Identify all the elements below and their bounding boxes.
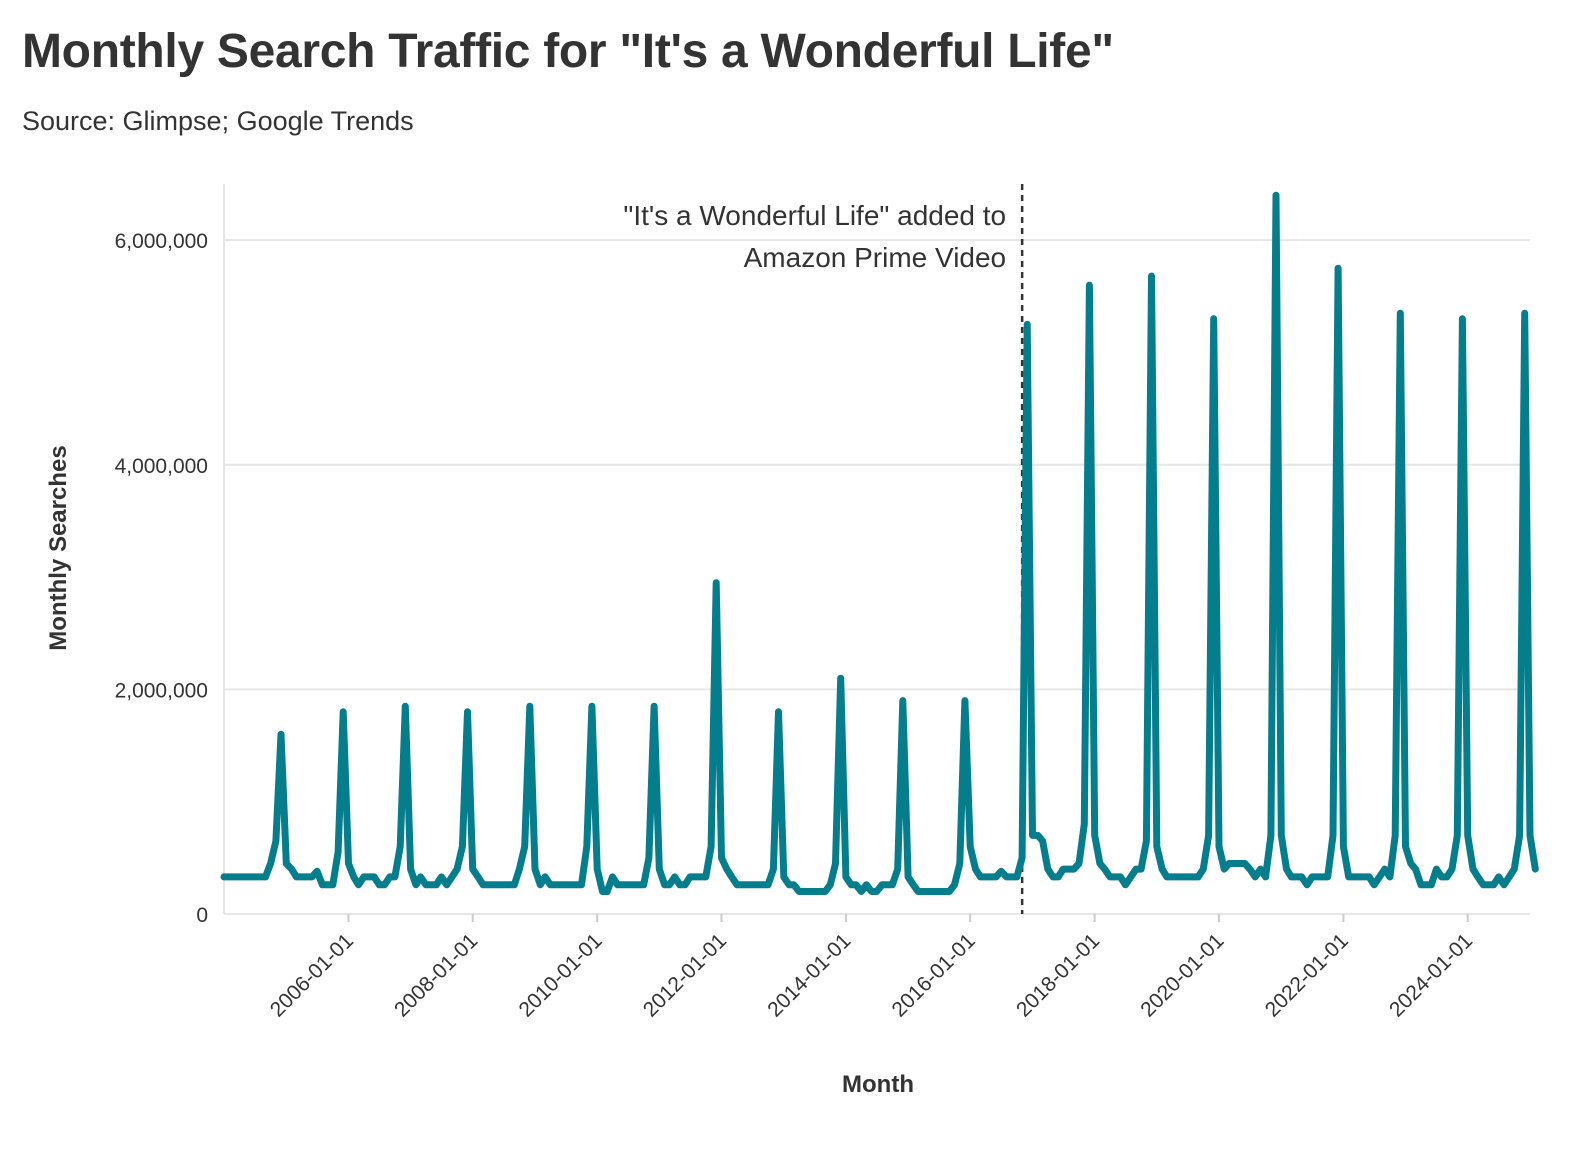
x-axis-title: Month: [842, 1071, 914, 1098]
x-tick-label: 2018-01-01: [1012, 929, 1104, 1021]
chart-subtitle: Source: Glimpse; Google Trends: [22, 106, 414, 136]
x-tick-label: 2020-01-01: [1136, 929, 1228, 1021]
y-tick-labels: 0 2,000,000 4,000,000 6,000,000: [115, 230, 208, 927]
x-tick-label: 2022-01-01: [1261, 929, 1353, 1021]
x-tick-labels: 2006-01-01 2008-01-01 2010-01-01 2012-01-01…: [266, 929, 1477, 1021]
x-tick-label: 2014-01-01: [763, 929, 855, 1021]
series-line: [220, 191, 1539, 895]
x-tick-label: 2024-01-01: [1385, 929, 1477, 1021]
x-tick-label: 2006-01-01: [266, 929, 358, 1021]
gridlines: [224, 239, 1530, 691]
y-tick-label: 0: [196, 904, 208, 927]
x-tick-label: 2012-01-01: [639, 929, 731, 1021]
x-tick-label: 2008-01-01: [390, 929, 482, 1021]
axes: [223, 184, 1530, 922]
x-tick-label: 2016-01-01: [888, 929, 980, 1021]
y-axis-title: Monthly Searches: [45, 445, 72, 650]
series-lines: [220, 191, 1539, 895]
x-tick-label: 2010-01-01: [515, 929, 607, 1021]
y-tick-label: 4,000,000: [115, 455, 208, 478]
chart-title: Monthly Search Traffic for "It's a Wonde…: [22, 25, 1114, 78]
annotation-text: Amazon Prime Video: [744, 242, 1007, 273]
annotation-text: "It's a Wonderful Life" added to: [623, 200, 1006, 231]
y-tick-label: 2,000,000: [115, 679, 208, 702]
y-tick-label: 6,000,000: [115, 230, 208, 253]
